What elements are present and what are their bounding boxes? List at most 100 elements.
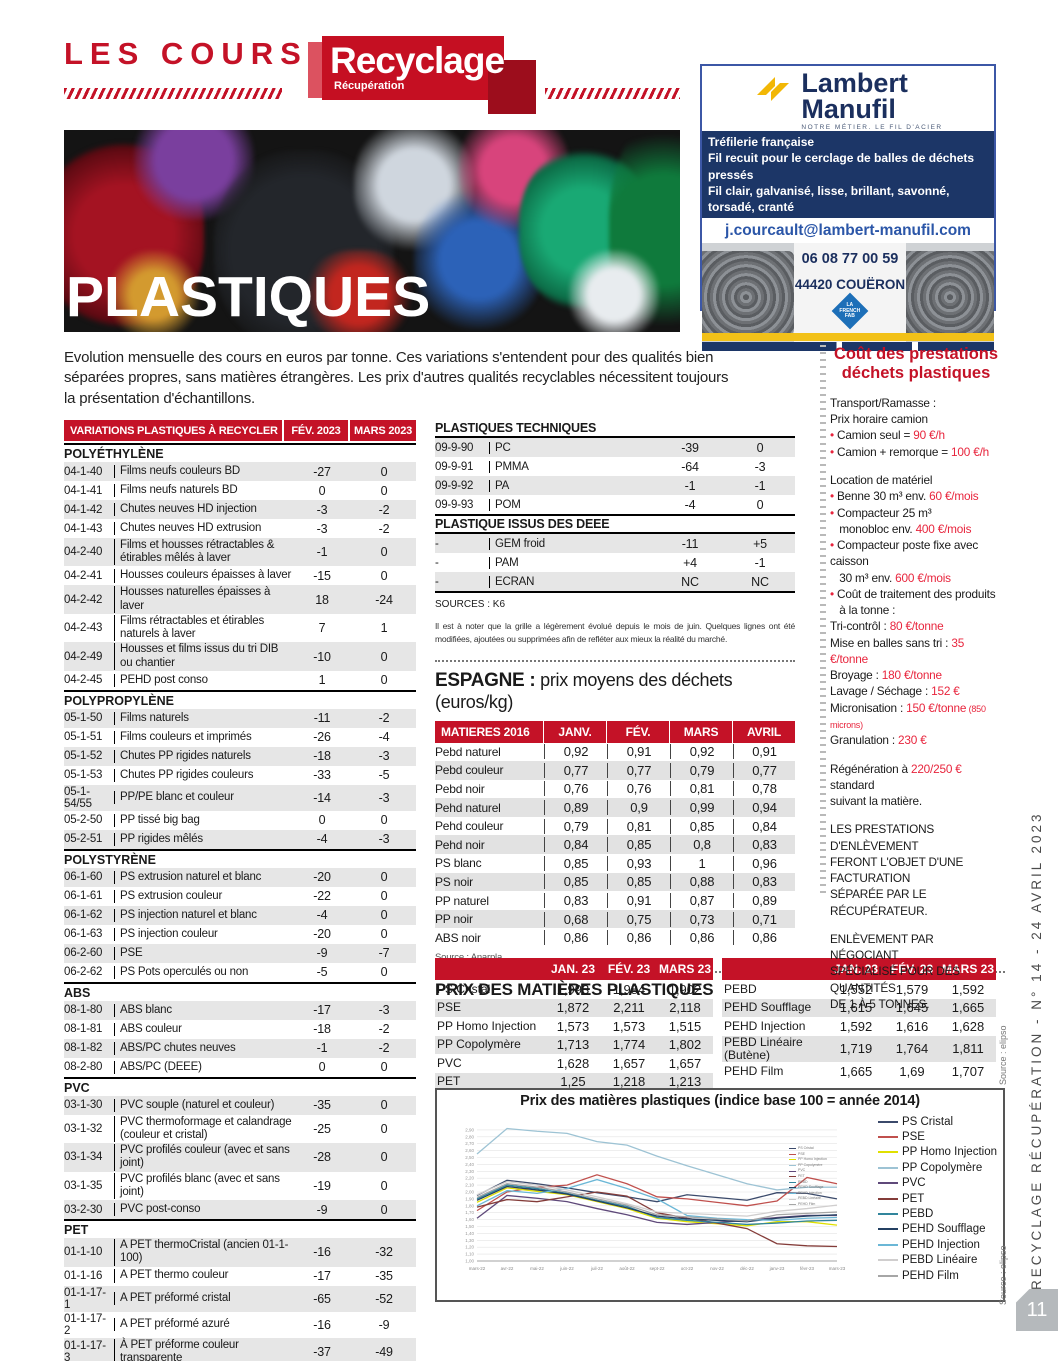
prix-resin: PEHD Film — [724, 1063, 784, 1078]
legend-label: PEBD — [901, 1208, 934, 1221]
row-code: 05-2-50 — [64, 814, 103, 827]
table-row: 01-1-17-2 A PET préformé azuré -16 -9 — [64, 1312, 416, 1338]
prix-row: PEBD Linéaire (Butène) 1,719 1,764 1,811 — [722, 1035, 996, 1062]
espagne-row: Pehd naturel 0,89 0,9 0,99 0,94 — [435, 798, 795, 817]
row-value-mars: -49 — [375, 1344, 393, 1359]
espagne-row: Pebd naturel 0,92 0,91 0,92 0,91 — [435, 743, 795, 762]
recyclage-logo: Recyclage Récupération — [308, 36, 536, 114]
prix-title: PRIX DES MATIÈRES PLASTIQUES — [435, 980, 714, 1000]
espagne-value: 0,85 — [670, 818, 733, 834]
prix-value: 1,713 — [556, 1037, 590, 1053]
row-label: PEHD post conso — [114, 673, 292, 687]
svg-text:2,80: 2,80 — [465, 1134, 474, 1139]
espagne-material: Pehd noir — [435, 837, 485, 852]
row-label: PS extrusion couleur — [114, 889, 292, 903]
prix-row: PVC 1,628 1,657 1,657 — [435, 1054, 713, 1073]
table-row: 04-2-41 Housses couleurs épaisses à laver… — [64, 566, 416, 585]
espagne-value: 0,92 — [670, 744, 733, 760]
table-row: 04-2-43 Films rétractables et étirables n… — [64, 614, 416, 642]
sidebar-line: • Camion + remorque = 100 €/h — [830, 444, 990, 459]
ad-band-line: Tréfilerie française — [708, 135, 815, 150]
row-value-mars: 0 — [380, 568, 388, 583]
espagne-material: ABS noir — [435, 930, 481, 945]
row-value-fev: -3 — [316, 521, 328, 536]
row-code: 08-2-80 — [64, 1061, 103, 1074]
row-code: 01-1-17-2 — [64, 1312, 106, 1337]
row-value-mars: -35 — [375, 1269, 393, 1283]
prix-value: 1,719 — [839, 1041, 873, 1057]
sidebar-line: Transport/Ramasse : — [830, 395, 936, 410]
prix-col-header: MARS 23 — [941, 962, 994, 976]
svg-text:2,00: 2,00 — [465, 1190, 474, 1195]
table-row: 09-9-92 PA -1 -1 — [435, 476, 795, 495]
row-label: Chutes PP rigides naturels — [114, 749, 292, 763]
table-row: 01-1-17-1 A PET préformé cristal -65 -52 — [64, 1285, 416, 1312]
row-label: PVC post-conso — [114, 1202, 292, 1217]
row-label: Films rétractables et étirables naturels… — [114, 614, 292, 642]
col-fev-2023: FÉV. 2023 — [284, 420, 348, 441]
legend-item: PEHD Injection — [877, 1237, 997, 1252]
row-value-mars: +5 — [753, 536, 767, 551]
row-code: 05-2-51 — [64, 833, 103, 846]
middle-column: PLASTIQUES TECHNIQUES 09-9-90 PC -39 0 09-9-9… — [435, 420, 1005, 1016]
table-row: - ECRAN NC NC — [435, 572, 795, 591]
table-row: 09-9-93 POM -4 0 — [435, 495, 795, 514]
sidebar-line: Mise en balles sans tri : 35 €/tonne — [830, 635, 965, 666]
row-code: 06-2-60 — [64, 947, 103, 960]
row-value-fev: -27 — [313, 464, 331, 479]
espagne-material: Pehd couleur — [435, 819, 504, 834]
espagne-value: 0,79 — [670, 762, 733, 778]
espagne-row: Pebd couleur 0,77 0,77 0,79 0,77 — [435, 761, 795, 780]
row-value-mars: -2 — [378, 502, 390, 517]
row-label: PSE — [114, 946, 292, 960]
row-value-mars: NC — [751, 574, 769, 589]
row-code: 04-1-40 — [64, 465, 103, 478]
row-label: Housses couleurs épaisses à laver — [114, 569, 292, 583]
legend-label: PS Cristal — [901, 1115, 954, 1128]
espagne-value: 0,76 — [607, 781, 670, 797]
svg-text:1,60: 1,60 — [465, 1217, 474, 1222]
wire-coil-photo — [702, 251, 794, 336]
row-code: 05-1-53 — [64, 769, 103, 782]
table-row: 05-2-50 PP tissé big bag 0 0 — [64, 811, 416, 830]
row-label: PS injection couleur — [114, 927, 292, 941]
row-label: Chutes PP rigides couleurs — [114, 768, 292, 782]
espagne-col-header: JANV. — [544, 720, 606, 743]
ad-band-line: Fil clair, galvanisé, lisse, brillant, s… — [708, 183, 950, 215]
espagne-value: 0,87 — [670, 893, 733, 909]
espagne-value: 0,77 — [733, 762, 795, 778]
row-code: 03-1-32 — [64, 1122, 103, 1135]
prix-value: 1,707 — [951, 1063, 985, 1079]
page-number-tab: 11 — [1016, 1289, 1058, 1331]
prix-value: 1,25 — [560, 1074, 586, 1090]
espagne-value: 0,78 — [733, 781, 795, 797]
row-label: A PET thermoCristal (ancien 01-1-100) — [114, 1239, 292, 1266]
row-value-fev: -33 — [313, 768, 331, 783]
legend-label: PET — [901, 1192, 925, 1205]
espagne-value: 0,96 — [733, 855, 795, 871]
espagne-value: 0,86 — [544, 930, 607, 946]
row-value-fev: -15 — [313, 568, 331, 583]
svg-text:1,80: 1,80 — [465, 1203, 474, 1208]
svg-text:1,90: 1,90 — [465, 1196, 474, 1201]
sidebar-line: • Coût de traitement des produits — [830, 586, 996, 601]
row-value-fev: -4 — [684, 497, 696, 512]
row-value-mars: -5 — [378, 768, 390, 783]
espagne-material: PP noir — [435, 912, 473, 927]
sidebar-line: monobloc env. 400 €/mois — [830, 521, 972, 536]
espagne-row: PS blanc 0,85 0,93 1 0,96 — [435, 854, 795, 873]
table-row: 05-1-51 Films couleurs et imprimés -26 -4 — [64, 728, 416, 747]
row-value-fev: -10 — [313, 649, 331, 664]
row-label: PVC profilés blanc (avec et sans joint) — [114, 1172, 292, 1200]
chart-title: Prix des matières plastiques (indice bas… — [520, 1093, 920, 1109]
legend-swatch — [877, 1136, 898, 1139]
ad-brand-line2: Manufil — [801, 93, 896, 124]
row-value-fev: -5 — [316, 965, 328, 980]
table-row: - GEM froid -11 +5 — [435, 534, 795, 553]
row-code: 01-1-17-3 — [64, 1339, 106, 1361]
table-row: 03-1-34 PVC profilés couleur (avec et san… — [64, 1143, 416, 1172]
hatch-stripe-left — [64, 88, 282, 99]
row-value-mars: 0 — [756, 497, 764, 512]
row-value-fev: 7 — [318, 621, 326, 636]
espagne-value: 0,85 — [607, 837, 670, 853]
